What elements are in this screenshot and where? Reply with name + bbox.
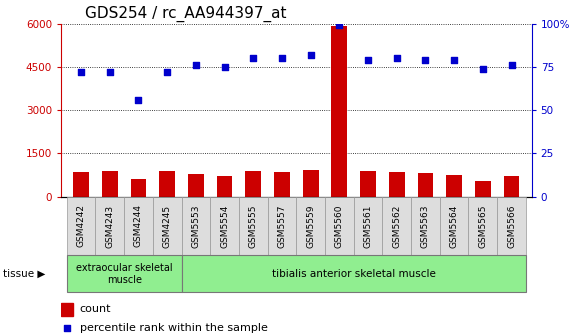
Point — [105, 69, 114, 75]
Text: GSM5561: GSM5561 — [364, 204, 372, 248]
Bar — [468, 197, 497, 255]
Text: GSM5566: GSM5566 — [507, 204, 516, 248]
Bar — [95, 197, 124, 255]
Bar — [411, 197, 440, 255]
Text: GSM5564: GSM5564 — [450, 204, 458, 248]
Text: tissue ▶: tissue ▶ — [3, 269, 45, 279]
Bar — [296, 197, 325, 255]
Text: GSM5562: GSM5562 — [392, 204, 401, 248]
Point — [507, 62, 516, 68]
Point — [77, 69, 86, 75]
Bar — [67, 255, 181, 292]
Text: count: count — [80, 304, 112, 314]
Bar — [418, 173, 433, 197]
Bar — [153, 197, 181, 255]
Bar — [61, 303, 73, 316]
Bar — [73, 172, 89, 197]
Text: GSM5565: GSM5565 — [478, 204, 487, 248]
Point — [220, 64, 229, 70]
Text: GSM4243: GSM4243 — [105, 204, 114, 248]
Bar — [504, 175, 519, 197]
Bar — [332, 27, 347, 197]
Bar — [239, 197, 268, 255]
Text: GSM5553: GSM5553 — [191, 204, 200, 248]
Bar — [188, 174, 204, 197]
Point — [335, 23, 344, 28]
Bar — [102, 171, 118, 197]
Text: tibialis anterior skeletal muscle: tibialis anterior skeletal muscle — [272, 269, 436, 279]
Bar — [325, 197, 354, 255]
Bar — [181, 197, 210, 255]
Text: GDS254 / rc_AA944397_at: GDS254 / rc_AA944397_at — [85, 6, 286, 22]
Bar — [217, 176, 232, 197]
Point — [249, 55, 258, 61]
Bar — [124, 197, 153, 255]
Point — [347, 241, 357, 246]
Text: GSM5560: GSM5560 — [335, 204, 344, 248]
Text: GSM4242: GSM4242 — [77, 205, 85, 247]
Point — [134, 97, 143, 102]
Bar — [159, 171, 175, 197]
Point — [450, 57, 459, 62]
Text: GSM5554: GSM5554 — [220, 204, 229, 248]
Bar — [440, 197, 468, 255]
Bar — [382, 197, 411, 255]
Text: GSM4244: GSM4244 — [134, 205, 143, 247]
Bar — [497, 197, 526, 255]
Bar — [389, 172, 404, 197]
Text: GSM4245: GSM4245 — [163, 204, 171, 248]
Bar — [131, 179, 146, 197]
Point — [277, 55, 286, 61]
Point — [392, 55, 401, 61]
Bar — [268, 197, 296, 255]
Point — [363, 57, 372, 62]
Bar — [475, 181, 491, 197]
Text: GSM5555: GSM5555 — [249, 204, 258, 248]
Point — [306, 52, 315, 57]
Bar — [181, 255, 526, 292]
Bar — [354, 197, 382, 255]
Text: percentile rank within the sample: percentile rank within the sample — [80, 323, 268, 333]
Bar — [446, 175, 462, 197]
Text: GSM5563: GSM5563 — [421, 204, 430, 248]
Bar — [67, 197, 95, 255]
Point — [478, 66, 487, 71]
Bar — [210, 197, 239, 255]
Bar — [274, 172, 290, 197]
Bar — [303, 170, 318, 197]
Bar — [360, 171, 376, 197]
Text: GSM5557: GSM5557 — [278, 204, 286, 248]
Text: GSM5559: GSM5559 — [306, 204, 315, 248]
Text: extraocular skeletal
muscle: extraocular skeletal muscle — [76, 263, 173, 285]
Bar — [245, 171, 261, 197]
Point — [191, 62, 200, 68]
Point — [163, 69, 172, 75]
Point — [421, 57, 430, 62]
